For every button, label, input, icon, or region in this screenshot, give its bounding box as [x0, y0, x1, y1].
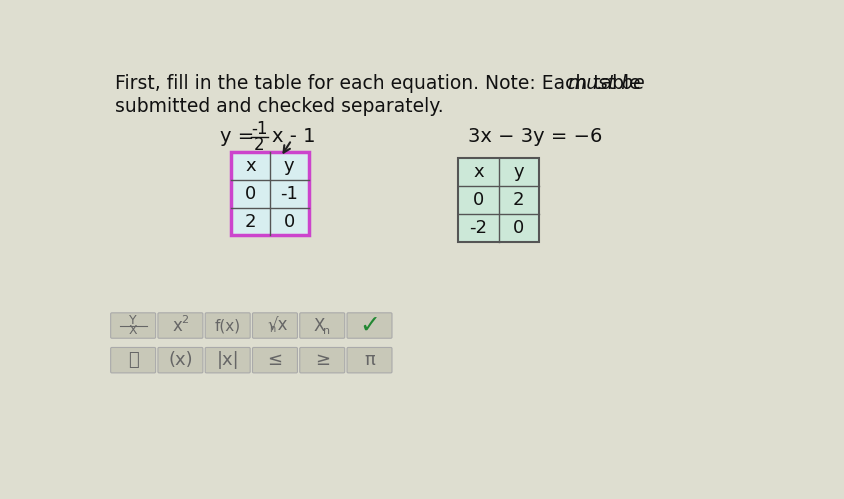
Text: |x|: |x| [216, 351, 239, 369]
Text: Y: Y [129, 314, 137, 327]
FancyBboxPatch shape [300, 313, 344, 338]
Text: 0: 0 [284, 213, 295, 231]
Text: ≤: ≤ [267, 351, 282, 369]
Text: 0: 0 [472, 191, 484, 209]
Text: 🗑: 🗑 [127, 351, 138, 369]
Text: x: x [473, 163, 483, 181]
Text: First, fill in the table for each equation. Note: Each table: First, fill in the table for each equati… [115, 74, 646, 93]
Text: f(x): f(x) [214, 318, 241, 333]
Text: 2: 2 [245, 213, 256, 231]
Text: x: x [172, 316, 182, 334]
FancyBboxPatch shape [205, 313, 250, 338]
FancyBboxPatch shape [347, 347, 392, 373]
Text: ✓: ✓ [359, 313, 380, 337]
Bar [457, 159, 538, 242]
Text: x - 1: x - 1 [272, 127, 316, 146]
FancyBboxPatch shape [111, 313, 155, 338]
Bar [269, 180, 308, 208]
Text: n: n [323, 326, 330, 336]
FancyBboxPatch shape [347, 313, 392, 338]
Text: π: π [364, 351, 375, 369]
Text: y: y [513, 163, 523, 181]
Text: -1: -1 [280, 185, 298, 203]
Text: (x): (x) [168, 351, 192, 369]
FancyBboxPatch shape [158, 313, 203, 338]
Bar [269, 208, 308, 236]
Bar [231, 180, 269, 208]
Text: y =: y = [220, 127, 254, 146]
Text: X: X [128, 324, 138, 337]
Text: y: y [284, 157, 295, 175]
Text: 2: 2 [253, 136, 264, 154]
FancyBboxPatch shape [252, 347, 297, 373]
FancyBboxPatch shape [300, 347, 344, 373]
Text: -2: -2 [469, 219, 487, 237]
Bar [457, 159, 498, 186]
Bar [231, 208, 269, 236]
Bar [498, 159, 538, 186]
Bar [498, 186, 538, 214]
Text: n: n [269, 324, 275, 334]
Text: 0: 0 [512, 219, 524, 237]
FancyBboxPatch shape [158, 347, 203, 373]
FancyBboxPatch shape [111, 347, 155, 373]
Text: must be: must be [568, 74, 644, 93]
Text: submitted and checked separately.: submitted and checked separately. [115, 97, 443, 116]
Bar [457, 214, 498, 242]
FancyBboxPatch shape [252, 313, 297, 338]
Text: 3x − 3y = −6: 3x − 3y = −6 [468, 127, 602, 146]
Bar [457, 186, 498, 214]
Text: 0: 0 [245, 185, 256, 203]
Text: X: X [313, 316, 324, 334]
Text: ≥: ≥ [314, 351, 329, 369]
Text: -1: -1 [251, 120, 267, 138]
Bar [269, 152, 308, 180]
Bar [231, 152, 269, 180]
Text: 2: 2 [181, 315, 187, 325]
Text: 2: 2 [512, 191, 524, 209]
Bar [231, 152, 308, 236]
FancyBboxPatch shape [205, 347, 250, 373]
Bar [498, 214, 538, 242]
Text: √x: √x [268, 316, 288, 334]
Text: x: x [245, 157, 256, 175]
